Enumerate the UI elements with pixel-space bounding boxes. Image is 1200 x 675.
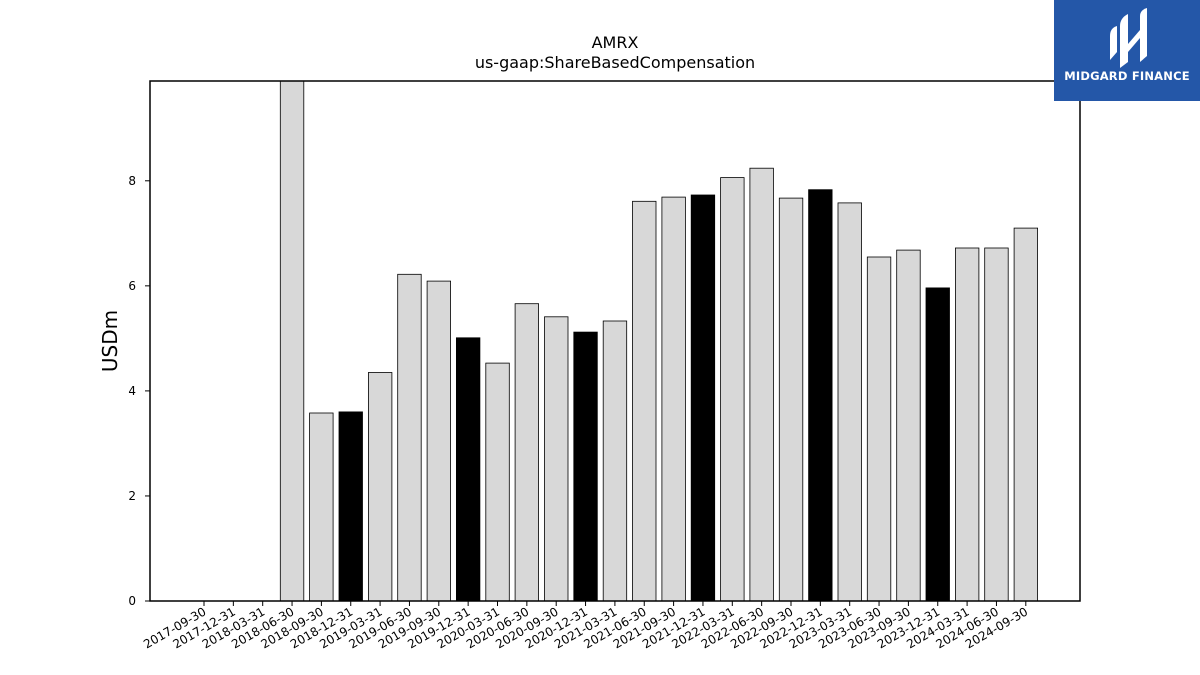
- bar-2018-09-30: [309, 412, 334, 602]
- y-tick-label: 4: [128, 384, 136, 398]
- bar-2019-09-30: [426, 280, 452, 602]
- bar-2019-03-31: [367, 372, 393, 602]
- bar-2023-09-30: [896, 249, 921, 602]
- bar-2021-03-31: [602, 320, 628, 602]
- bar-2020-06-30: [514, 303, 539, 602]
- plot-frame: [149, 80, 1081, 602]
- bar-2024-06-30: [984, 247, 1009, 602]
- bar-2023-06-30: [866, 256, 892, 602]
- bar-2021-06-30: [632, 200, 657, 602]
- bar-2020-12-31: [573, 331, 598, 602]
- bar-2018-06-30: [279, 80, 305, 602]
- bar-2022-09-30: [778, 197, 804, 602]
- bar-2018-12-31: [338, 411, 363, 602]
- y-tick-label: 6: [128, 279, 136, 293]
- y-tick-label: 8: [128, 174, 136, 188]
- bar-2023-12-31: [925, 287, 950, 602]
- y-tick-label: 0: [128, 594, 136, 608]
- bar-2023-03-31: [837, 202, 862, 602]
- chart-subtitle: us-gaap:ShareBasedCompensation: [475, 53, 755, 72]
- bar-2019-06-30: [397, 273, 422, 602]
- logo-text: MIDGARD FINANCE: [1064, 69, 1190, 83]
- logo-mark-icon: [1110, 8, 1147, 68]
- bar-2019-12-31: [455, 337, 481, 602]
- bar-2024-03-31: [955, 247, 980, 602]
- y-ticks-group: 0 2 4 6 8: [128, 174, 150, 608]
- bar-2022-12-31: [808, 189, 833, 602]
- y-axis-label: USDm: [98, 310, 122, 372]
- bar-2021-12-31: [690, 194, 716, 602]
- bar-2021-09-30: [661, 196, 686, 602]
- bar-2024-09-30: [1013, 227, 1038, 602]
- bar-2022-03-31: [720, 177, 745, 602]
- bar-2020-03-31: [485, 362, 510, 602]
- bar-2020-09-30: [544, 316, 569, 602]
- bars-group: [279, 80, 1038, 602]
- midgard-finance-logo: MIDGARD FINANCE: [1054, 0, 1200, 101]
- x-ticks-group: 2017-09-302017-12-312018-03-312018-06-30…: [141, 601, 1030, 651]
- chart-title: AMRX: [592, 33, 639, 52]
- bar-2022-06-30: [749, 167, 774, 602]
- y-tick-label: 2: [128, 489, 136, 503]
